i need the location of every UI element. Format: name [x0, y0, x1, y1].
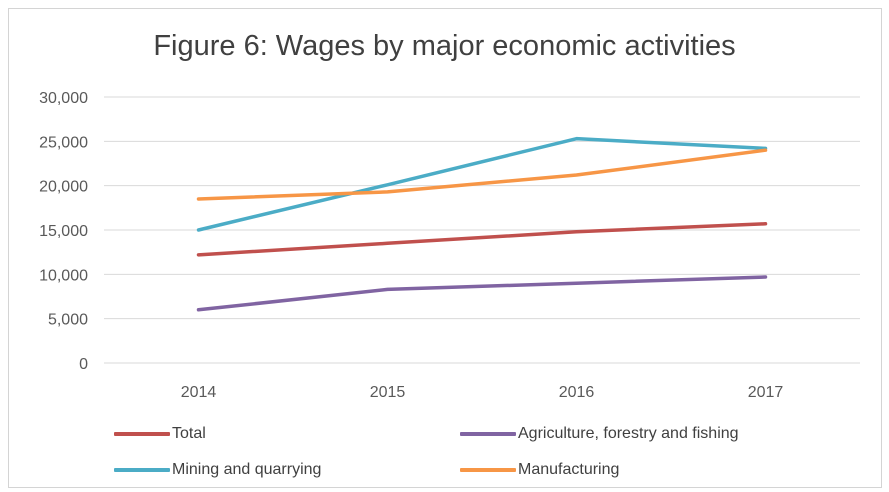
y-tick-label: 25,000 — [39, 134, 88, 151]
y-tick-label: 30,000 — [39, 90, 88, 107]
x-tick-label: 2015 — [370, 384, 406, 401]
legend-swatch-mining — [114, 468, 170, 472]
y-tick-label: 20,000 — [39, 179, 88, 196]
legend-item-mining: Mining and quarrying — [114, 459, 321, 481]
legend-swatch-agriculture — [460, 432, 516, 436]
x-tick-label: 2017 — [748, 384, 784, 401]
series-line-agriculture-forestry-and-fishing — [196, 275, 768, 312]
y-tick-label: 10,000 — [39, 267, 88, 284]
chart-frame — [8, 8, 882, 488]
legend-swatch-manufacturing — [460, 468, 516, 472]
legend-label-agriculture: Agriculture, forestry and fishing — [518, 425, 739, 442]
y-tick-label: 0 — [79, 356, 88, 373]
legend-label-total: Total — [172, 425, 206, 442]
legend-label-mining: Mining and quarrying — [172, 461, 322, 478]
series-line-mining-and-quarrying — [196, 136, 768, 232]
chart-title: Figure 6: Wages by major economic activi… — [153, 30, 736, 62]
legend-item-manufacturing: Manufacturing — [460, 459, 619, 481]
legend-item-agriculture: Agriculture, forestry and fishing — [460, 423, 739, 445]
y-tick-label: 5,000 — [48, 312, 88, 329]
y-tick-label: 15,000 — [39, 223, 88, 240]
series-line-total — [196, 222, 768, 257]
legend-label-manufacturing: Manufacturing — [518, 461, 620, 478]
legend-item-total: Total — [114, 423, 206, 445]
series-line-manufacturing — [196, 148, 768, 201]
x-tick-label: 2016 — [559, 384, 595, 401]
legend-swatch-total — [114, 432, 170, 436]
x-tick-label: 2014 — [181, 384, 217, 401]
